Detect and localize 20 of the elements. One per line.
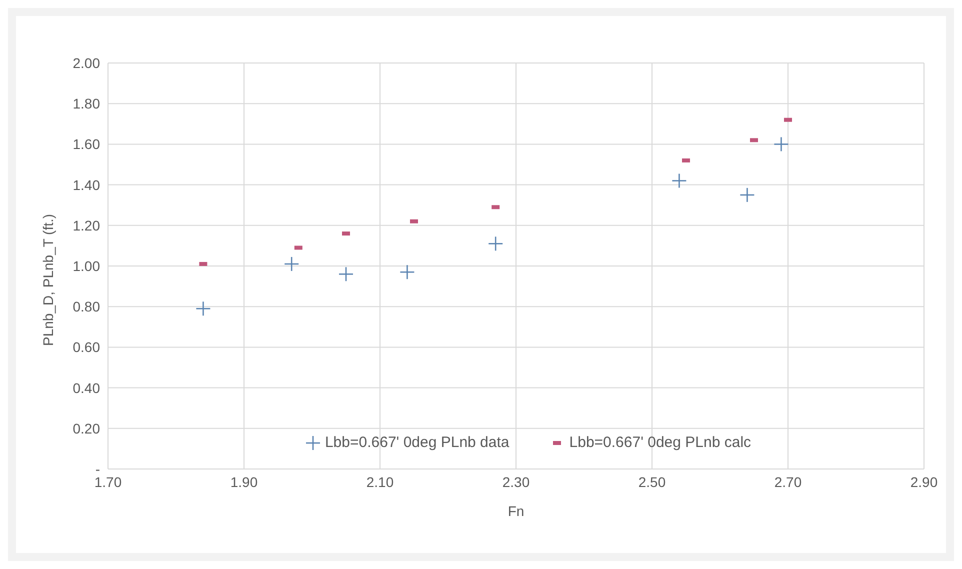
x-tick-label: 2.10 — [366, 474, 394, 490]
y-tick-label: 1.40 — [72, 176, 100, 193]
x-tick-label: 2.50 — [638, 474, 666, 490]
y-tick-label: 1.60 — [72, 136, 100, 152]
y-tick-label: 1.20 — [72, 217, 100, 234]
y-tick-label: 0.60 — [72, 339, 100, 356]
y-tick-label: 0.20 — [72, 420, 100, 436]
y-tick-label: 0.80 — [72, 298, 100, 315]
y-tick-label: 1.80 — [72, 96, 100, 112]
y-axis-title: PLnb_D, PLnb_T (ft.) — [40, 214, 56, 346]
y-tick-label: 0.40 — [72, 380, 100, 396]
y-tick-label: 1.00 — [72, 258, 100, 274]
x-axis-title: Fn — [508, 503, 524, 519]
y-tick-label: 2.00 — [72, 54, 100, 71]
x-tick-label: 2.70 — [774, 474, 802, 490]
legend-label: Lbb=0.667' 0deg PLnb data — [324, 434, 510, 451]
x-tick-label: 2.30 — [502, 474, 530, 490]
x-tick-label: 1.90 — [230, 474, 258, 490]
x-tick-label: 2.90 — [910, 474, 938, 490]
legend-label: Lbb=0.667' 0deg PLnb calc — [568, 434, 752, 451]
